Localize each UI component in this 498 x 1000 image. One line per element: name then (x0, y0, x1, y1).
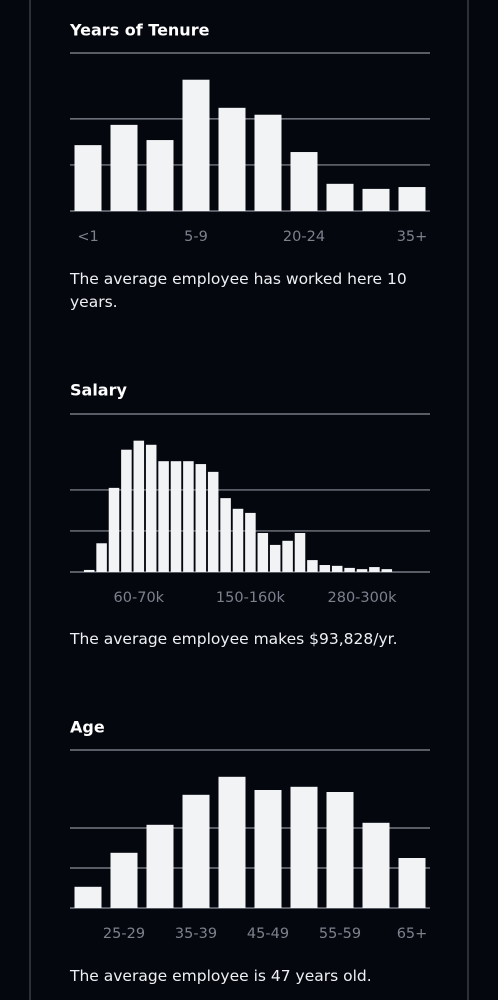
bar (344, 567, 355, 572)
bar (254, 790, 282, 908)
bar (269, 544, 281, 572)
bar (96, 543, 107, 572)
bar (146, 824, 174, 908)
bar (319, 565, 331, 572)
bar (326, 183, 354, 211)
x-tick-label: <1 (77, 229, 98, 245)
bar (74, 145, 102, 211)
bar (326, 792, 354, 908)
x-tick-label: 25-29 (103, 926, 145, 942)
x-tick-label: 5-9 (184, 229, 208, 245)
caption: The average employee makes $93,828/yr. (70, 630, 398, 648)
bar (362, 822, 390, 908)
bar (282, 540, 293, 572)
bar (356, 569, 368, 572)
bar (381, 569, 393, 572)
bar (290, 786, 318, 908)
bar (290, 152, 318, 211)
bar (110, 124, 138, 211)
bar (207, 471, 219, 572)
bar (83, 569, 95, 572)
bar (254, 114, 282, 211)
chart-title: Age (70, 718, 105, 737)
bar (110, 852, 138, 908)
bar (108, 487, 120, 572)
bar (145, 444, 157, 572)
x-tick-label: 20-24 (283, 229, 325, 245)
bar (218, 776, 246, 908)
bar (74, 886, 102, 908)
caption: The average employee is 47 years old. (70, 967, 372, 985)
chart-title: Salary (70, 381, 127, 400)
bar (369, 567, 380, 572)
bar (158, 461, 169, 572)
bar (331, 565, 343, 572)
bar (218, 107, 246, 211)
bar (170, 461, 182, 572)
x-tick-label: 45-49 (247, 926, 289, 942)
bar (121, 449, 132, 572)
bar (398, 858, 426, 908)
bar (220, 498, 231, 572)
bar (195, 464, 207, 572)
bar (232, 508, 244, 572)
bar (398, 187, 426, 211)
bar (146, 140, 174, 211)
caption: The average employee has worked here 10 … (70, 270, 407, 311)
x-tick-label: 65+ (397, 926, 428, 942)
bar (183, 461, 194, 572)
x-tick-label: 280-300k (328, 590, 398, 606)
bar (362, 188, 390, 211)
x-tick-label: 55-59 (319, 926, 361, 942)
bar (182, 794, 210, 908)
bar (257, 533, 269, 572)
x-tick-label: 60-70k (114, 590, 165, 606)
bar (245, 512, 256, 572)
bar (182, 79, 210, 212)
bar (133, 440, 145, 572)
bar (294, 533, 306, 572)
bar (307, 560, 318, 572)
chart-title: Years of Tenure (69, 21, 210, 40)
x-tick-label: 35+ (397, 229, 428, 245)
x-tick-label: 35-39 (175, 926, 217, 942)
x-tick-label: 150-160k (216, 590, 286, 606)
